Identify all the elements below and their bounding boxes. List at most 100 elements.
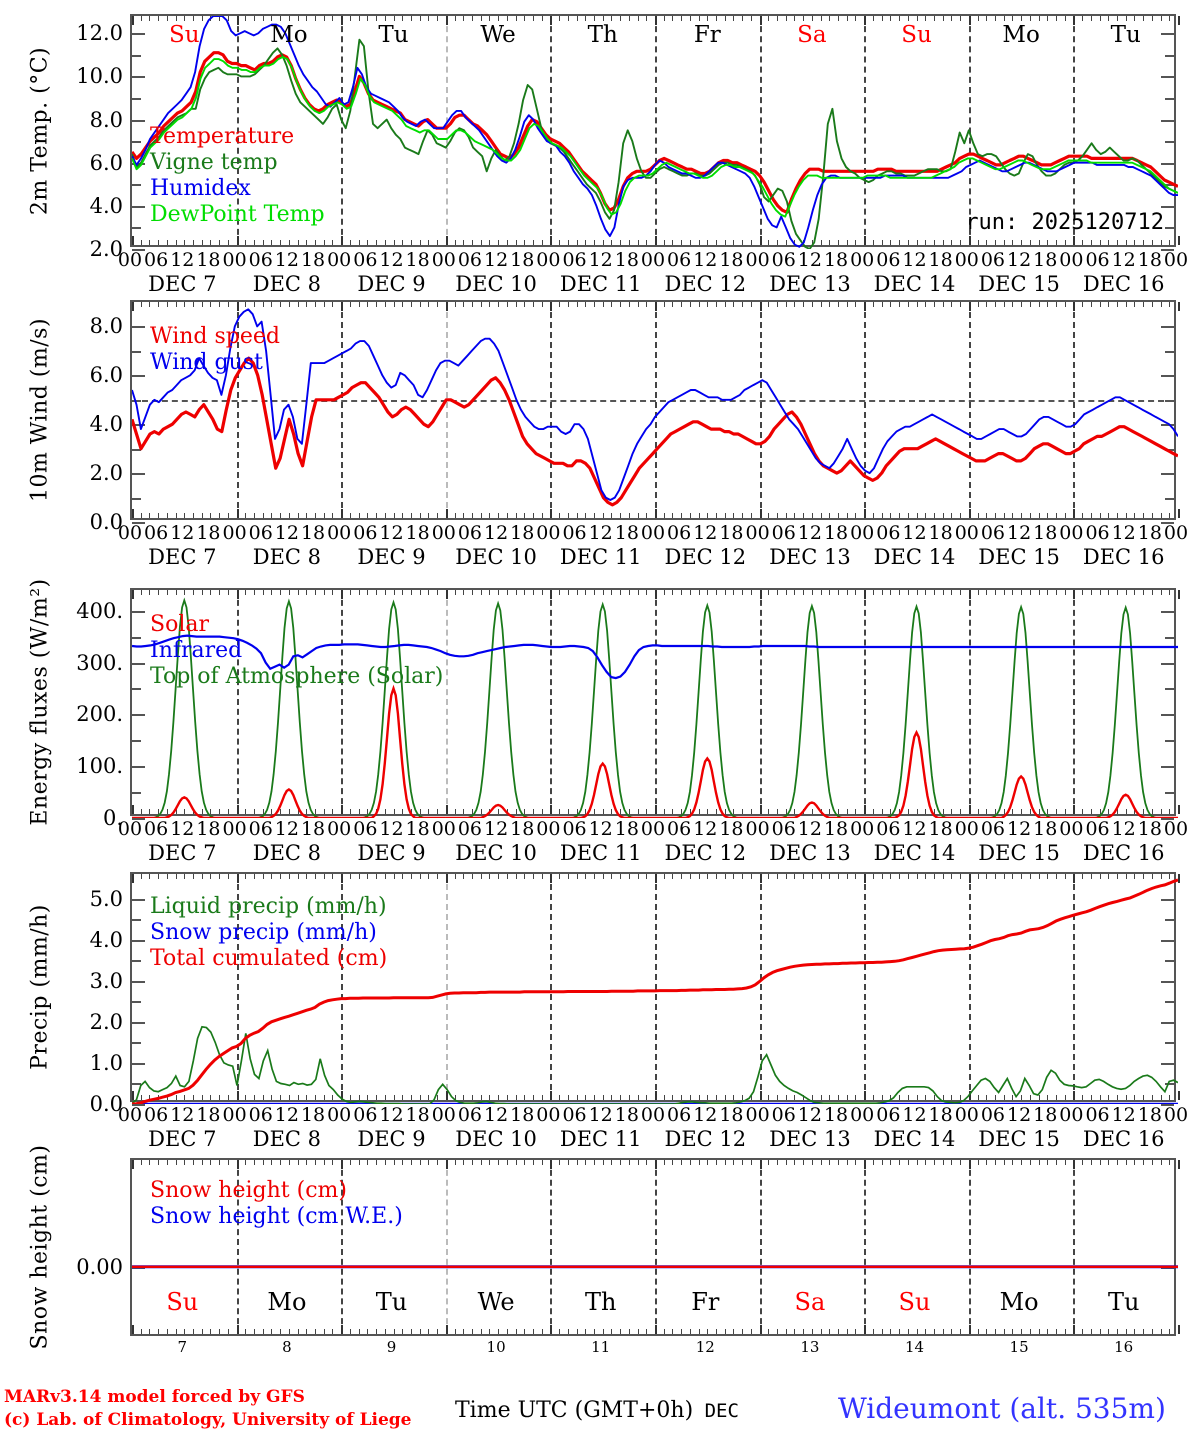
axis-minor-tick: [506, 513, 508, 518]
axis-minor-tick: [777, 240, 779, 245]
axis-ticks-top: [132, 16, 1180, 25]
day-gridline: [445, 590, 448, 814]
axis-minor-tick: [855, 302, 857, 307]
axis-minor-tick: [742, 1160, 744, 1165]
axis-minor-tick: [193, 513, 195, 518]
time-axis-caption: Time UTC (GMT+0h) DEC: [455, 1398, 739, 1423]
axis-minor-tick: [698, 513, 700, 518]
day-gridline: [655, 874, 657, 1100]
axis-minor-tick: [628, 240, 630, 245]
day-gridline: [445, 874, 448, 1100]
hour-label: 18: [196, 818, 221, 840]
axis-minor-tick: [1073, 1325, 1076, 1334]
axis-minor-tick: [620, 809, 622, 814]
axis-minor-tick: [567, 590, 569, 595]
y-tick: [132, 610, 145, 613]
axis-minor-tick: [646, 302, 648, 307]
date-label: DEC 16: [1082, 841, 1165, 865]
hour-label: 18: [196, 522, 221, 544]
axis-minor-tick: [315, 809, 317, 814]
axis-minor-tick: [602, 240, 604, 245]
y-tick-right: [1161, 980, 1174, 983]
hour-label: 00: [954, 522, 979, 544]
axis-minor-tick: [881, 1160, 883, 1165]
axis-minor-tick: [620, 1160, 622, 1165]
axis-ticks-bottom: [132, 509, 1180, 518]
y-tick-label: 0.0: [89, 1092, 123, 1116]
legend-item-0: Liquid precip (mm/h): [150, 894, 387, 919]
hour-label: 06: [144, 818, 169, 840]
axis-minor-tick: [986, 874, 988, 879]
axis-minor-tick: [933, 1095, 935, 1100]
axis-minor-tick: [1116, 809, 1118, 814]
hour-label: 06: [667, 818, 692, 840]
axis-minor-tick: [132, 236, 134, 245]
axis-minor-tick: [742, 809, 744, 814]
weekday-label-2: Tu: [378, 22, 409, 48]
axis-minor-tick: [960, 590, 962, 595]
axis-minor-tick: [559, 809, 561, 814]
y-tick-label: 3.0: [89, 968, 123, 993]
axis-minor-tick: [994, 809, 996, 814]
day-number-label: 14: [904, 1338, 925, 1356]
axis-minor-tick: [1090, 874, 1092, 879]
axis-minor-tick: [593, 240, 595, 245]
axis-minor-tick: [655, 874, 657, 883]
date-label: DEC 13: [769, 1127, 851, 1151]
axis-minor-tick: [872, 1160, 874, 1165]
axis-minor-tick: [951, 1095, 953, 1100]
axis-minor-tick: [288, 1095, 290, 1100]
axis-minor-tick: [881, 809, 883, 814]
axis-minor-tick: [524, 302, 526, 307]
axis-minor-tick: [297, 16, 299, 21]
axis-minor-tick: [1099, 874, 1101, 879]
axis-minor-tick: [602, 1095, 604, 1100]
y-tick-label: 10.0: [76, 64, 123, 89]
y-tick: [132, 919, 141, 922]
axis-minor-tick: [349, 513, 351, 518]
hour-label: 00: [1163, 1104, 1189, 1126]
day-gridline: [236, 16, 239, 245]
axis-minor-tick: [1108, 302, 1110, 307]
axis-minor-tick: [785, 1160, 787, 1165]
axis-minor-tick: [193, 302, 195, 307]
day-gridline: [655, 590, 657, 814]
axis-minor-tick: [193, 1160, 195, 1165]
axis-minor-tick: [637, 590, 639, 595]
axis-minor-tick: [925, 809, 927, 814]
axis-minor-tick: [454, 590, 456, 595]
y-tick-right: [1161, 898, 1174, 901]
axis-minor-tick: [811, 590, 813, 595]
axis-minor-tick: [262, 1160, 264, 1165]
hour-label: 18: [719, 522, 744, 544]
axis-minor-tick: [550, 302, 553, 311]
axis-minor-tick: [681, 240, 683, 245]
day-gridline: [759, 302, 762, 518]
precip-curves: [132, 878, 1178, 1104]
axis-minor-tick: [872, 874, 874, 879]
model-credit-line2: (c) Lab. of Climatology, University of L…: [4, 1409, 412, 1430]
axis-minor-tick: [716, 1160, 718, 1165]
axis-minor-tick: [1038, 240, 1040, 245]
axis-minor-tick: [820, 590, 822, 595]
hour-label: 00: [222, 1104, 247, 1126]
axis-minor-tick: [550, 1325, 553, 1334]
date-label: DEC 8: [252, 272, 322, 296]
hour-label: 18: [614, 818, 639, 840]
axis-minor-tick: [480, 16, 482, 21]
legend-item-1: Snow height (cm W.E.): [150, 1203, 403, 1229]
axis-minor-tick: [332, 16, 334, 21]
y-tick: [132, 33, 145, 36]
y-tick-label: 2.0: [89, 237, 123, 261]
axis-minor-tick: [280, 809, 282, 814]
axis-minor-tick: [297, 513, 299, 518]
axis-minor-tick: [768, 302, 770, 307]
date-label: DEC 10: [455, 545, 537, 569]
axis-minor-tick: [890, 16, 892, 21]
y-tick: [132, 960, 141, 963]
axis-minor-tick: [838, 590, 840, 595]
axis-minor-tick: [515, 874, 517, 879]
axis-minor-tick: [602, 513, 604, 518]
y-tick: [132, 162, 145, 165]
axis-minor-tick: [506, 240, 508, 245]
